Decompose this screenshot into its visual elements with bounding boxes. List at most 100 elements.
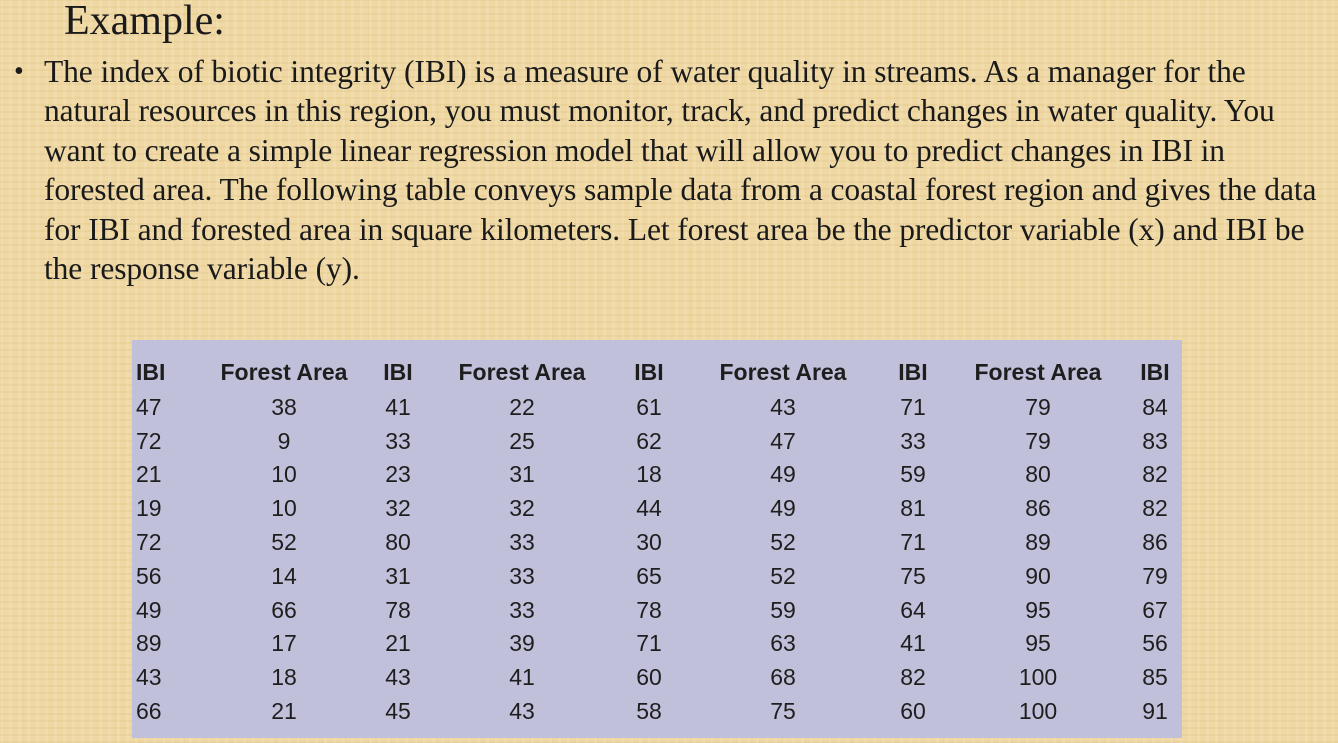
cell-ibi: 79 (1142, 562, 1168, 589)
cell-ibi: 21 (385, 630, 411, 657)
cell-forest-area: 47 (770, 427, 796, 454)
column-header-ibi: IBI (634, 359, 664, 385)
cell-forest-area: 95 (1025, 630, 1051, 657)
cell-ibi: 56 (136, 562, 162, 589)
column-header-ibi: IBI (898, 359, 928, 385)
cell-forest-area: 17 (271, 630, 297, 657)
cell-ibi: 82 (1142, 495, 1168, 522)
cell-forest-area: 59 (770, 596, 796, 623)
cell-ibi: 32 (385, 495, 411, 522)
cell-ibi: 71 (636, 630, 662, 657)
cell-ibi: 66 (136, 698, 162, 725)
cell-ibi: 60 (900, 698, 926, 725)
cell-forest-area: 10 (271, 461, 297, 488)
cell-ibi: 45 (385, 698, 411, 725)
data-table: IBI Forest Area IBI Forest Area IBI Fore… (132, 340, 1182, 738)
table-header-row: IBI Forest Area IBI Forest Area IBI Fore… (132, 340, 1182, 390)
cell-ibi: 58 (636, 698, 662, 725)
column-header-forest-area: Forest Area (974, 359, 1102, 385)
cell-ibi: 82 (900, 664, 926, 691)
cell-forest-area: 43 (509, 698, 535, 725)
cell-ibi: 84 (1142, 393, 1168, 420)
cell-ibi: 23 (385, 461, 411, 488)
cell-forest-area: 25 (509, 427, 535, 454)
table-body: 47 38 41 22 61 43 71 79 84 72 9 33 25 62 47 33 79 83 21 10 2… (132, 390, 1182, 738)
cell-forest-area: 79 (1025, 427, 1051, 454)
cell-ibi: 89 (136, 630, 162, 657)
cell-forest-area: 33 (509, 562, 535, 589)
cell-ibi: 71 (900, 529, 926, 556)
cell-forest-area: 52 (271, 529, 297, 556)
cell-ibi: 31 (385, 562, 411, 589)
table-row: 47 38 41 22 61 43 71 79 84 (132, 390, 1182, 424)
bullet-point: • The index of biotic integrity (IBI) is… (14, 52, 1330, 288)
cell-forest-area: 43 (770, 393, 796, 420)
cell-forest-area: 21 (271, 698, 297, 725)
cell-forest-area: 31 (509, 461, 535, 488)
column-header-forest-area: Forest Area (719, 359, 847, 385)
cell-ibi: 44 (636, 495, 662, 522)
cell-ibi: 75 (900, 562, 926, 589)
cell-ibi: 61 (636, 393, 662, 420)
cell-ibi: 60 (636, 664, 662, 691)
cell-ibi: 43 (136, 664, 162, 691)
cell-ibi: 78 (385, 596, 411, 623)
cell-ibi: 49 (136, 596, 162, 623)
cell-ibi: 41 (385, 393, 411, 420)
cell-ibi: 19 (136, 495, 162, 522)
cell-forest-area: 33 (509, 596, 535, 623)
cell-forest-area: 49 (770, 495, 796, 522)
cell-ibi: 41 (900, 630, 926, 657)
table-row: 49 66 78 33 78 59 64 95 67 (132, 593, 1182, 627)
cell-forest-area: 100 (1018, 698, 1058, 725)
table-row: 19 10 32 32 44 49 81 86 82 (132, 491, 1182, 525)
bullet-text: The index of biotic integrity (IBI) is a… (44, 54, 1317, 287)
cell-ibi: 18 (636, 461, 662, 488)
table-row: 72 52 80 33 30 52 71 89 86 (132, 525, 1182, 559)
cell-ibi: 62 (636, 427, 662, 454)
cell-forest-area: 14 (271, 562, 297, 589)
cell-forest-area: 63 (770, 630, 796, 657)
table-row: 66 21 45 43 58 75 60 100 91 (132, 694, 1182, 738)
cell-ibi: 67 (1142, 596, 1168, 623)
column-header-forest-area: Forest Area (458, 359, 586, 385)
cell-forest-area: 80 (1025, 461, 1051, 488)
cell-ibi: 86 (1142, 529, 1168, 556)
cell-ibi: 33 (385, 427, 411, 454)
cell-forest-area: 39 (509, 630, 535, 657)
cell-ibi: 91 (1142, 698, 1168, 725)
column-header-forest-area: Forest Area (220, 359, 348, 385)
cell-ibi: 65 (636, 562, 662, 589)
cell-forest-area: 52 (770, 562, 796, 589)
table-row: 21 10 23 31 18 49 59 80 82 (132, 458, 1182, 492)
bullet-dot-icon: • (14, 56, 24, 87)
cell-ibi: 78 (636, 596, 662, 623)
cell-ibi: 85 (1142, 664, 1168, 691)
cell-forest-area: 75 (770, 698, 796, 725)
table-row: 72 9 33 25 62 47 33 79 83 (132, 424, 1182, 458)
cell-ibi: 43 (385, 664, 411, 691)
cell-forest-area: 79 (1025, 393, 1051, 420)
cell-forest-area: 41 (509, 664, 535, 691)
slide-title: Example: (64, 0, 225, 44)
cell-forest-area: 95 (1025, 596, 1051, 623)
cell-ibi: 21 (136, 461, 162, 488)
cell-forest-area: 9 (277, 427, 291, 454)
cell-forest-area: 52 (770, 529, 796, 556)
cell-ibi: 59 (900, 461, 926, 488)
cell-forest-area: 38 (271, 393, 297, 420)
cell-forest-area: 89 (1025, 529, 1051, 556)
column-header-ibi: IBI (383, 359, 413, 385)
cell-forest-area: 18 (271, 664, 297, 691)
cell-forest-area: 32 (509, 495, 535, 522)
cell-forest-area: 66 (271, 596, 297, 623)
cell-forest-area: 49 (770, 461, 796, 488)
cell-ibi: 81 (900, 495, 926, 522)
cell-forest-area: 22 (509, 393, 535, 420)
table-row: 43 18 43 41 60 68 82 100 85 (132, 660, 1182, 694)
cell-forest-area: 33 (509, 529, 535, 556)
cell-ibi: 33 (900, 427, 926, 454)
cell-ibi: 72 (136, 427, 162, 454)
cell-ibi: 64 (900, 596, 926, 623)
cell-ibi: 72 (136, 529, 162, 556)
